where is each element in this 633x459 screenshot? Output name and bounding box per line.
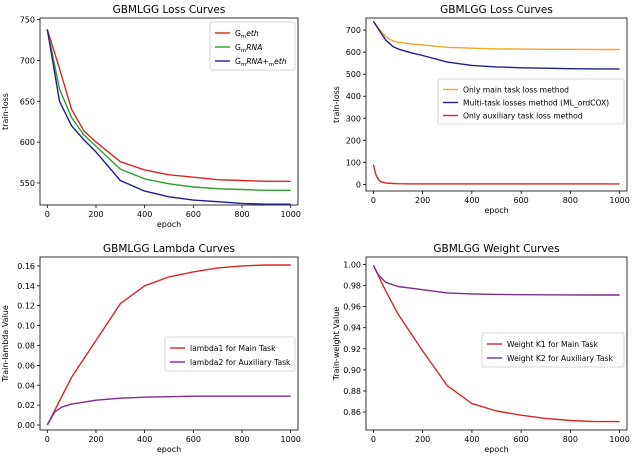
x-axis-label: epoch	[157, 220, 181, 229]
legend-box	[209, 21, 296, 71]
y-axis-label: Train-weight Value	[332, 307, 341, 382]
legend-label: Gmeth	[235, 29, 259, 40]
y-tick-label: 0.00	[17, 421, 35, 430]
x-tick-label: 400	[137, 435, 152, 444]
legend-label: lambda2 for Auxiliary Task	[190, 358, 291, 367]
y-axis-label: train-loss	[332, 86, 341, 123]
y-tick-label: 0.16	[17, 262, 35, 271]
y-tick-label: 750	[20, 16, 35, 25]
legend-box	[437, 78, 625, 125]
series-line-1	[372, 20, 620, 51]
x-axis-label: epoch	[484, 445, 508, 454]
y-tick-label: 600	[20, 138, 35, 147]
x-tick-label: 0	[45, 210, 50, 219]
y-tick-label: 0.88	[343, 387, 361, 396]
legend-box	[481, 332, 625, 368]
x-tick-label: 200	[415, 196, 430, 205]
x-tick-label: 1000	[281, 210, 301, 219]
x-tick-label: 0	[45, 435, 50, 444]
y-tick-label: 0.10	[17, 322, 35, 331]
x-tick-label: 1000	[609, 196, 629, 205]
x-tick-label: 600	[186, 210, 201, 219]
plot-frame	[39, 17, 299, 206]
x-tick-label: 600	[186, 435, 201, 444]
y-tick-label: 0.92	[343, 345, 361, 354]
y-tick-label: 200	[346, 136, 361, 145]
legend-box	[164, 336, 296, 372]
x-tick-label: 400	[137, 210, 152, 219]
series-line-2	[46, 395, 291, 426]
legend-label: GmRNA+meth	[235, 57, 287, 68]
legend-label: Weight K1 for Main Task	[507, 340, 598, 349]
y-tick-label: 0.96	[343, 303, 361, 312]
x-tick-label: 200	[88, 435, 103, 444]
y-tick-label: 0.98	[343, 281, 361, 290]
legend-label: GmRNA	[235, 43, 262, 54]
y-tick-label: 0.94	[343, 324, 361, 333]
y-tick-label: 100	[346, 158, 361, 167]
plot-frame	[365, 256, 628, 431]
x-axis-label: epoch	[484, 206, 508, 215]
x-tick-label: 600	[513, 435, 528, 444]
y-axis-label: Train-lambda Value	[1, 305, 10, 383]
y-tick-label: 0.06	[17, 361, 35, 370]
plot-frame	[365, 17, 628, 192]
y-tick-label: 0.14	[17, 282, 35, 291]
y-tick-label: 550	[20, 179, 35, 188]
y-tick-label: 0.90	[343, 366, 361, 375]
y-tick-label: 0.04	[17, 381, 35, 390]
chart-3: GBMLGG Lambda Curves 0 200 400 600 800 1000 0.0…	[1, 243, 301, 454]
chart-2: GBMLGG Loss Curves 0 200 400 600 800 1000 0 100 2…	[332, 4, 630, 215]
chart-title: GBMLGG Loss Curves	[113, 4, 226, 16]
y-tick-label: 600	[346, 48, 361, 57]
x-tick-label: 200	[415, 435, 430, 444]
x-tick-label: 400	[464, 435, 479, 444]
chart-title: GBMLGG Lambda Curves	[103, 243, 235, 255]
series-line-2	[372, 20, 620, 70]
y-tick-label: 1.00	[343, 260, 361, 269]
y-tick-label: 650	[20, 97, 35, 106]
y-tick-label: 0.08	[17, 341, 35, 350]
legend-label: Weight K2 for Auxiliary Task	[507, 354, 613, 363]
x-tick-label: 200	[88, 210, 103, 219]
x-tick-label: 0	[371, 435, 376, 444]
chart-4: GBMLGG Weight Curves 0 200 400 600 800 1000 0.8…	[332, 243, 630, 454]
y-tick-label: 700	[20, 56, 35, 65]
x-tick-label: 800	[563, 435, 578, 444]
series-line-2	[372, 265, 620, 296]
y-tick-label: 0.86	[343, 408, 361, 417]
x-axis-label: epoch	[157, 445, 181, 454]
x-tick-label: 800	[234, 435, 249, 444]
y-tick-label: 500	[346, 70, 361, 79]
y-tick-label: 400	[346, 92, 361, 101]
y-tick-label: 0.02	[17, 401, 35, 410]
x-tick-label: 1000	[609, 435, 629, 444]
x-tick-label: 400	[464, 196, 479, 205]
y-tick-label: 0	[356, 180, 361, 189]
series-line-1	[372, 265, 620, 423]
y-tick-label: 300	[346, 114, 361, 123]
x-tick-label: 1000	[281, 435, 301, 444]
legend-label: Only main task loss method	[463, 86, 569, 95]
series-line-1	[46, 29, 291, 183]
chart-title: GBMLGG Weight Curves	[433, 243, 559, 255]
legend-label: Only auxiliary task loss method	[463, 112, 583, 121]
x-tick-label: 800	[234, 210, 249, 219]
series-line-2	[46, 29, 291, 192]
plot-frame	[39, 256, 299, 431]
chart-1: GBMLGG Loss Curves 0 200 400 600 800 1000 550 60…	[1, 4, 301, 229]
series-line-3	[372, 164, 620, 185]
series-line-3	[46, 29, 291, 205]
y-tick-label: 0.12	[17, 302, 35, 311]
legend-label: lambda1 for Main Task	[190, 344, 276, 353]
x-tick-label: 0	[371, 196, 376, 205]
chart-title: GBMLGG Loss Curves	[440, 4, 553, 16]
y-tick-label: 700	[346, 26, 361, 35]
y-axis-label: train-loss	[1, 93, 10, 130]
x-tick-label: 600	[513, 196, 528, 205]
series-line-1	[46, 264, 291, 426]
legend-label: Multi-task losses method (ML_ordCOX)	[463, 99, 609, 108]
x-tick-label: 800	[563, 196, 578, 205]
